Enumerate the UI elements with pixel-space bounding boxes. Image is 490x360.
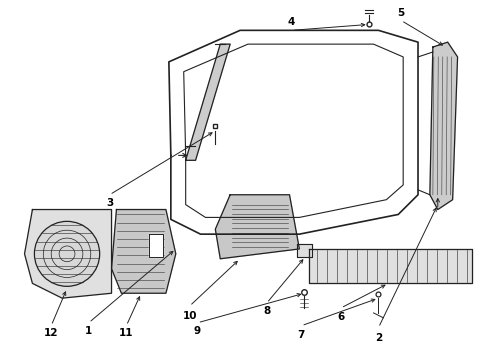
Polygon shape — [149, 234, 163, 257]
Text: 10: 10 — [182, 311, 197, 321]
Text: 1: 1 — [85, 326, 93, 336]
Text: 3: 3 — [106, 198, 113, 208]
Circle shape — [34, 221, 99, 286]
Text: 6: 6 — [337, 312, 344, 322]
Text: 7: 7 — [297, 329, 305, 339]
Polygon shape — [186, 44, 230, 160]
Polygon shape — [112, 210, 176, 293]
Text: 9: 9 — [194, 326, 201, 336]
Text: 8: 8 — [263, 306, 270, 316]
Text: 11: 11 — [119, 328, 134, 338]
Text: 2: 2 — [375, 333, 382, 342]
Polygon shape — [430, 42, 458, 210]
Polygon shape — [309, 249, 472, 283]
Text: 4: 4 — [288, 18, 295, 27]
Text: 12: 12 — [44, 328, 58, 338]
Text: 5: 5 — [397, 8, 405, 18]
Polygon shape — [215, 195, 299, 259]
Polygon shape — [297, 244, 312, 257]
Polygon shape — [24, 210, 112, 298]
